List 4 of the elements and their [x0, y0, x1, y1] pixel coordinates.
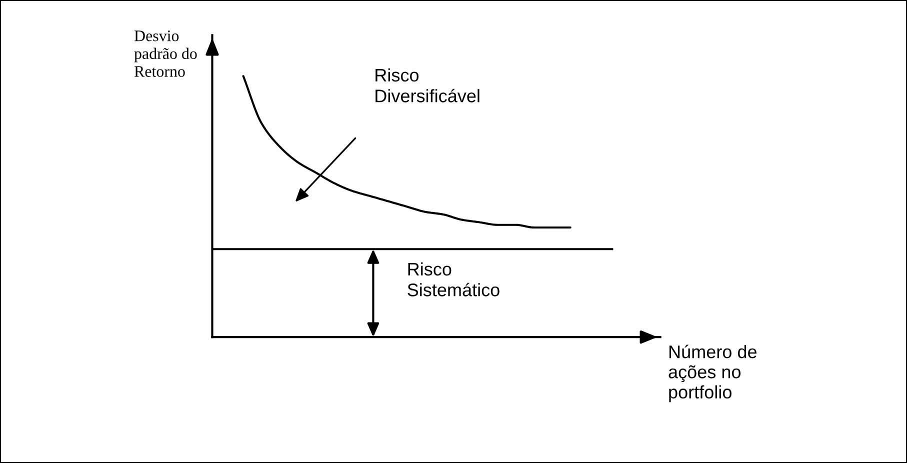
- x-axis-title: Número de ações no portfolio: [668, 344, 757, 402]
- y-axis-title: Desvio padrão do Retorno: [134, 30, 197, 77]
- annotation: Risco Sistemático: [408, 262, 500, 296]
- annotation: Risco Diversificável: [376, 68, 480, 102]
